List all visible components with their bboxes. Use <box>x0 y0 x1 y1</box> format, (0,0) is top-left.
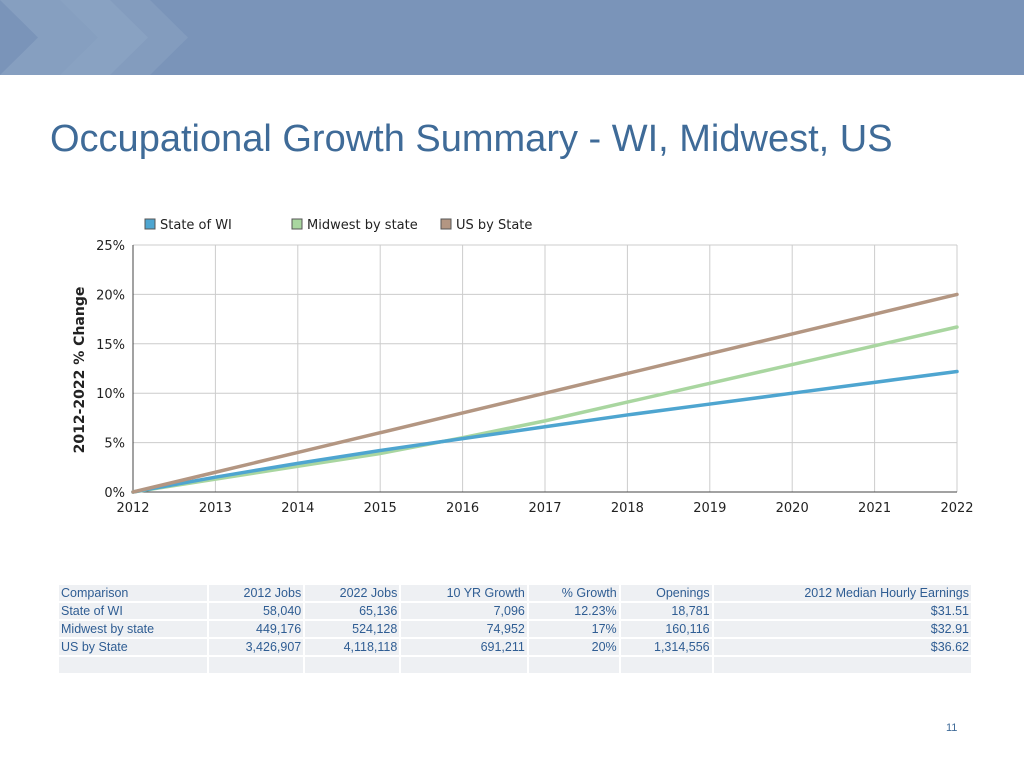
table-cell <box>209 657 304 673</box>
x-tick-label: 2017 <box>528 501 561 516</box>
table-row: State of WI 58,040 65,136 7,096 12.23% 18,781… <box>59 603 971 619</box>
table-cell: 4,118,118 <box>305 639 400 655</box>
table-cell: 2012 Jobs <box>209 585 304 601</box>
table-cell: 17% <box>528 621 619 637</box>
y-tick-label: 20% <box>96 288 125 303</box>
legend-swatch <box>440 218 452 230</box>
slide-title: Occupational Growth Summary - WI, Midwes… <box>50 118 893 160</box>
table-cell <box>528 657 619 673</box>
table-cell: 524,128 <box>305 621 400 637</box>
table-cell: 160,116 <box>620 621 712 637</box>
x-axis-ticks: 2012 2013 2014 2015 2016 2017 2018 2019 2020 2021… <box>116 501 973 516</box>
legend-label: Midwest by state <box>307 218 418 233</box>
row-label-cell: State of WI <box>59 603 208 619</box>
table-cell <box>305 657 400 673</box>
comparison-table: Comparison 2012 Jobs 2022 Jobs 10 YR Growth… <box>57 583 973 675</box>
x-tick-label: 2019 <box>693 501 726 516</box>
table-cell: Openings <box>620 585 712 601</box>
table-cell: 691,211 <box>401 639 527 655</box>
row-label-cell: Comparison <box>59 585 208 601</box>
table-cell: $32.91 <box>713 621 971 637</box>
table-cell: 2022 Jobs <box>305 585 400 601</box>
table-row: Midwest by state 449,176 524,128 74,952 17% 1… <box>59 621 971 637</box>
x-tick-label: 2018 <box>611 501 644 516</box>
table-cell: 12.23% <box>528 603 619 619</box>
chart-grid <box>132 244 958 493</box>
legend-label: US by State <box>456 218 532 233</box>
header-banner <box>0 0 1024 75</box>
y-tick-label: 25% <box>96 239 125 254</box>
chart-legend: State of WI Midwest by state US by State <box>144 218 532 233</box>
chevron-decoration <box>0 0 188 75</box>
x-tick-label: 2013 <box>199 501 232 516</box>
y-tick-label: 5% <box>104 437 125 452</box>
y-axis-label: 2012-2022 % Change <box>72 287 88 454</box>
table-cell: $31.51 <box>713 603 971 619</box>
table-header-row: Comparison 2012 Jobs 2022 Jobs 10 YR Growth… <box>59 585 971 601</box>
table-cell: 2012 Median Hourly Earnings <box>713 585 971 601</box>
series-line-midwest-by-state <box>131 325 959 494</box>
row-label-cell <box>59 657 208 673</box>
table-cell <box>401 657 527 673</box>
x-tick-label: 2014 <box>281 501 314 516</box>
table-cell: 7,096 <box>401 603 527 619</box>
x-tick-label: 2012 <box>116 501 149 516</box>
table-cell: 3,426,907 <box>209 639 304 655</box>
table-cell: 65,136 <box>305 603 400 619</box>
table-cell: 18,781 <box>620 603 712 619</box>
table-cell <box>620 657 712 673</box>
table-cell: 449,176 <box>209 621 304 637</box>
x-tick-label: 2022 <box>940 501 973 516</box>
table-cell <box>713 657 971 673</box>
table-cell: 20% <box>528 639 619 655</box>
y-axis-ticks: 0% 5% 10% 15% 20% 25% <box>96 239 125 501</box>
table-cell: 58,040 <box>209 603 304 619</box>
y-tick-label: 0% <box>104 486 125 501</box>
series-line-us-by-state <box>131 292 959 494</box>
table-cell: 74,952 <box>401 621 527 637</box>
table-cell: $36.62 <box>713 639 971 655</box>
x-tick-label: 2015 <box>364 501 397 516</box>
legend-swatch <box>144 218 156 230</box>
legend-label: State of WI <box>160 218 232 233</box>
y-tick-label: 15% <box>96 338 125 353</box>
page-number: 11 <box>946 722 958 734</box>
y-tick-label: 10% <box>96 387 125 402</box>
line-chart: State of WI Midwest by state US by State 2… <box>72 218 974 516</box>
x-tick-label: 2021 <box>858 501 891 516</box>
series-line-state-of-wi <box>131 369 959 494</box>
legend-swatch <box>291 218 303 230</box>
row-label-cell: Midwest by state <box>59 621 208 637</box>
x-tick-label: 2020 <box>776 501 809 516</box>
table-row: US by State 3,426,907 4,118,118 691,211 20% 1… <box>59 639 971 655</box>
table-cell: % Growth <box>528 585 619 601</box>
table-cell: 1,314,556 <box>620 639 712 655</box>
row-label-cell: US by State <box>59 639 208 655</box>
x-tick-label: 2016 <box>446 501 479 516</box>
table-empty-row <box>59 657 971 673</box>
table-cell: 10 YR Growth <box>401 585 527 601</box>
chart-series <box>131 292 959 494</box>
